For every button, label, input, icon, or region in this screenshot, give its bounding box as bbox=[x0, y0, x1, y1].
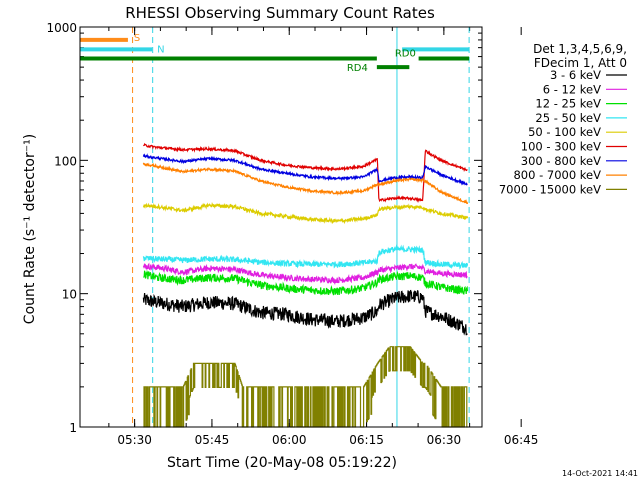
legend-label: 12 - 25 keV bbox=[535, 97, 601, 111]
y-tick-label: 1000 bbox=[46, 21, 77, 35]
legend-label: 7000 - 15000 keV bbox=[499, 182, 601, 196]
flag-bar-label: RD0 bbox=[395, 49, 416, 60]
y-tick-label: 1 bbox=[69, 421, 77, 435]
series-line bbox=[142, 202, 469, 225]
legend-label: 50 - 100 keV bbox=[528, 125, 601, 139]
legend: Det 1,3,4,5,6,9, FDecim 1, Att 0 3 - 6 k… bbox=[499, 42, 627, 196]
legend-label: 800 - 7000 keV bbox=[513, 168, 601, 182]
series-line bbox=[143, 346, 468, 428]
series-line bbox=[143, 269, 469, 296]
series-line bbox=[142, 244, 469, 270]
legend-header-line-1: Det 1,3,4,5,6,9, bbox=[533, 42, 627, 56]
legend-label: 6 - 12 keV bbox=[543, 82, 601, 96]
plot-area: 1 10 100 1000 05:30 05:45 06:00 06:15 06:30 06:45… bbox=[46, 21, 538, 447]
x-tick-label: 06:00 bbox=[272, 433, 307, 447]
legend-label: 100 - 300 keV bbox=[521, 140, 601, 154]
legend-label: 3 - 6 keV bbox=[550, 68, 601, 82]
x-tick-label: 06:45 bbox=[504, 433, 539, 447]
x-tick-label: 05:45 bbox=[195, 433, 230, 447]
legend-label: 300 - 800 keV bbox=[521, 154, 601, 168]
flag-bar-label: N bbox=[157, 44, 164, 55]
chart-title: RHESSI Observing Summary Count Rates bbox=[125, 4, 435, 22]
x-tick-label: 06:15 bbox=[349, 433, 384, 447]
y-tick-label: 100 bbox=[54, 154, 77, 168]
series-line bbox=[142, 142, 468, 203]
series-line bbox=[142, 262, 468, 286]
y-tick-label: 10 bbox=[62, 288, 77, 302]
y-axis-label-group: Count Rate (s⁻¹ detector⁻¹) bbox=[22, 134, 38, 324]
legend-header-line-2: FDecim 1, Att 0 bbox=[534, 56, 627, 70]
x-axis-label: Start Time (20-May-08 05:19:22) bbox=[167, 455, 397, 471]
series-line bbox=[142, 162, 469, 205]
plot-frame bbox=[79, 26, 483, 428]
plot-timestamp: 14-Oct-2021 14:41 bbox=[562, 469, 638, 478]
y-axis-label: Count Rate (s⁻¹ detector⁻¹) bbox=[22, 134, 38, 324]
series-line bbox=[142, 289, 468, 336]
flag-bar-label: S bbox=[134, 33, 140, 44]
x-tick-label: 06:30 bbox=[427, 433, 462, 447]
x-tick-label: 05:30 bbox=[117, 433, 152, 447]
flag-bar-label: RD4 bbox=[347, 63, 368, 74]
legend-label: 25 - 50 keV bbox=[535, 111, 601, 125]
series-line bbox=[142, 153, 468, 186]
